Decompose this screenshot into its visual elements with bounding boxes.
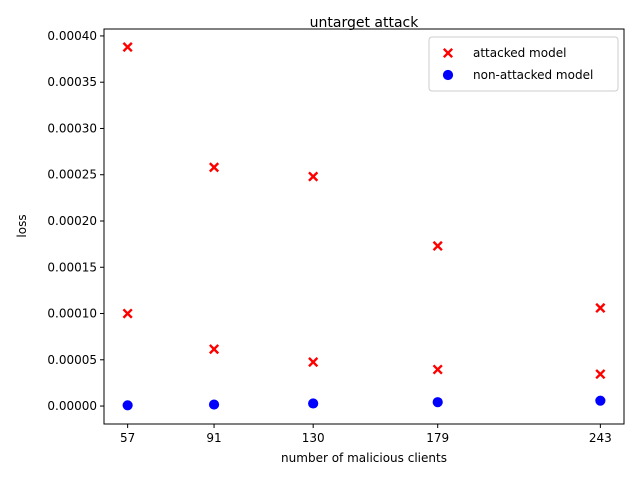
y-tick-label: 0.00005: [47, 353, 97, 367]
y-tick-label: 0.00040: [47, 29, 97, 43]
y-tick-label: 0.00020: [47, 214, 97, 228]
x-axis-ticks: 57 91 130 179 243: [120, 424, 612, 445]
legend-box: [428, 36, 619, 92]
chart-title: untarget attack: [310, 15, 420, 31]
x-tick-label: 243: [589, 431, 612, 445]
y-tick-label: 0.00015: [47, 260, 97, 274]
attacked-point: [432, 364, 443, 375]
attacked-point: [308, 357, 319, 368]
legend-label: attacked model: [473, 46, 566, 60]
x-tick-label: 91: [206, 431, 221, 445]
x-tick-label: 130: [302, 431, 325, 445]
plot-frame: [103, 28, 625, 425]
attacked-point: [122, 308, 133, 319]
non-attacked-point: [208, 399, 220, 410]
x-axis-label: number of malicious clients: [281, 451, 447, 465]
legend: attacked model non-attacked model: [428, 36, 619, 92]
x-tick-label: 179: [426, 431, 449, 445]
y-tick-label: 0.00030: [47, 121, 97, 135]
attacked-point: [122, 41, 133, 53]
legend-marker-non-attacked: [442, 69, 454, 81]
non-attacked-point: [432, 397, 443, 408]
legend-label: non-attacked model: [473, 68, 593, 82]
attacked-point: [209, 344, 220, 355]
attacked-point: [308, 171, 319, 182]
attacked-point: [209, 162, 220, 173]
attacked-point: [432, 240, 443, 252]
x-tick-label: 57: [120, 431, 135, 445]
legend-marker-attacked: [442, 47, 454, 59]
attacked-point: [595, 302, 606, 314]
y-axis-ticks: 0.00000 0.00005 0.00010 0.00015 0.00020 0.000…: [47, 29, 104, 413]
y-axis-label: loss: [15, 214, 29, 237]
y-tick-label: 0.00035: [47, 75, 97, 89]
y-tick-label: 0.00025: [47, 168, 97, 182]
plot-marks: [122, 41, 606, 411]
y-tick-label: 0.00000: [47, 399, 97, 413]
attacked-point: [595, 369, 606, 380]
non-attacked-point: [595, 395, 606, 406]
y-tick-label: 0.00010: [47, 307, 97, 321]
non-attacked-point: [308, 398, 319, 409]
non-attacked-point: [122, 400, 133, 411]
